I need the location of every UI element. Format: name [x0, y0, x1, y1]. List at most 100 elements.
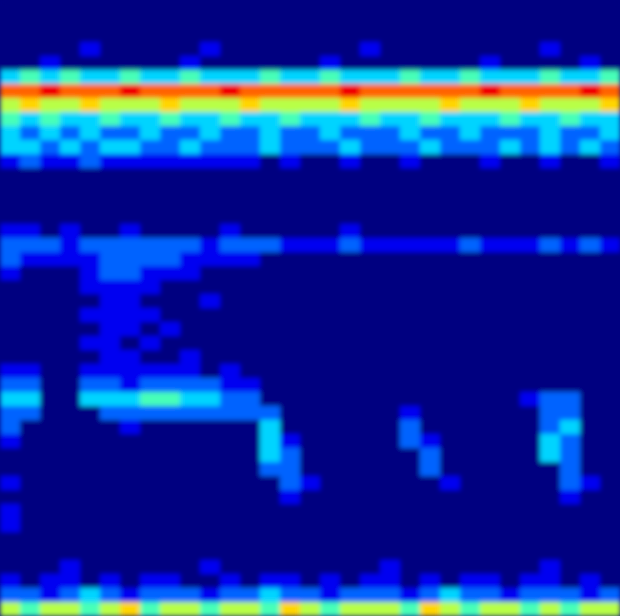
cell — [140, 280, 161, 295]
cell — [360, 0, 381, 15]
cell — [400, 42, 421, 57]
cell — [0, 448, 21, 463]
cell — [380, 462, 401, 477]
cell — [180, 252, 201, 267]
cell — [60, 518, 81, 533]
cell — [520, 280, 541, 295]
cell — [160, 448, 181, 463]
cell — [0, 252, 21, 267]
cell — [120, 574, 141, 589]
cell — [120, 406, 141, 421]
cell — [440, 98, 461, 113]
cell — [280, 574, 301, 589]
cell — [200, 14, 221, 29]
cell — [240, 112, 261, 127]
cell — [280, 0, 301, 15]
cell — [260, 224, 281, 239]
cell — [260, 518, 281, 533]
cell — [280, 476, 301, 491]
cell — [260, 434, 281, 449]
cell — [420, 70, 441, 85]
cell — [120, 392, 141, 407]
cell — [100, 476, 121, 491]
cell — [40, 350, 61, 365]
cell — [80, 0, 101, 15]
cell — [580, 392, 601, 407]
cell — [140, 308, 161, 323]
cell — [600, 238, 620, 253]
cell — [460, 98, 481, 113]
cell — [60, 42, 81, 57]
cell — [380, 56, 401, 71]
cell — [160, 546, 181, 561]
cell — [440, 14, 461, 29]
cell — [340, 476, 361, 491]
cell — [140, 196, 161, 211]
cell — [580, 140, 601, 155]
cell — [300, 574, 321, 589]
cell — [0, 266, 21, 281]
cell — [600, 224, 620, 239]
cell — [60, 448, 81, 463]
cell — [480, 224, 501, 239]
cell — [380, 0, 401, 15]
cell — [100, 84, 121, 99]
cell — [520, 294, 541, 309]
cell — [340, 0, 361, 15]
cell — [140, 420, 161, 435]
cell — [400, 560, 421, 575]
cell — [380, 252, 401, 267]
cell — [500, 504, 521, 519]
cell — [220, 154, 241, 169]
cell — [260, 140, 281, 155]
cell — [20, 532, 41, 547]
cell — [120, 168, 141, 183]
cell — [240, 280, 261, 295]
cell — [120, 476, 141, 491]
cell — [260, 238, 281, 253]
cell — [200, 84, 221, 99]
cell — [80, 462, 101, 477]
cell — [380, 602, 401, 616]
cell — [260, 448, 281, 463]
cell — [460, 224, 481, 239]
cell — [520, 364, 541, 379]
cell — [520, 14, 541, 29]
cell — [380, 504, 401, 519]
cell — [60, 266, 81, 281]
cell — [520, 140, 541, 155]
cell — [220, 0, 241, 15]
cell — [360, 504, 381, 519]
cell — [360, 28, 381, 43]
cell — [580, 322, 601, 337]
cell — [60, 574, 81, 589]
cell — [380, 28, 401, 43]
cell — [460, 378, 481, 393]
cell — [460, 56, 481, 71]
cell — [460, 280, 481, 295]
cell — [80, 532, 101, 547]
cell — [220, 546, 241, 561]
cell — [400, 448, 421, 463]
cell — [280, 602, 301, 616]
cell — [260, 574, 281, 589]
cell — [500, 98, 521, 113]
cell — [160, 518, 181, 533]
cell — [40, 126, 61, 141]
cell — [360, 462, 381, 477]
cell — [340, 252, 361, 267]
cell — [500, 490, 521, 505]
cell — [560, 182, 581, 197]
cell — [180, 56, 201, 71]
cell — [40, 266, 61, 281]
cell — [540, 266, 561, 281]
cell — [540, 252, 561, 267]
cell — [220, 462, 241, 477]
cell — [160, 210, 181, 225]
cell — [480, 196, 501, 211]
cell — [340, 378, 361, 393]
cell — [600, 336, 620, 351]
cell — [480, 238, 501, 253]
cell — [380, 518, 401, 533]
cell — [360, 140, 381, 155]
